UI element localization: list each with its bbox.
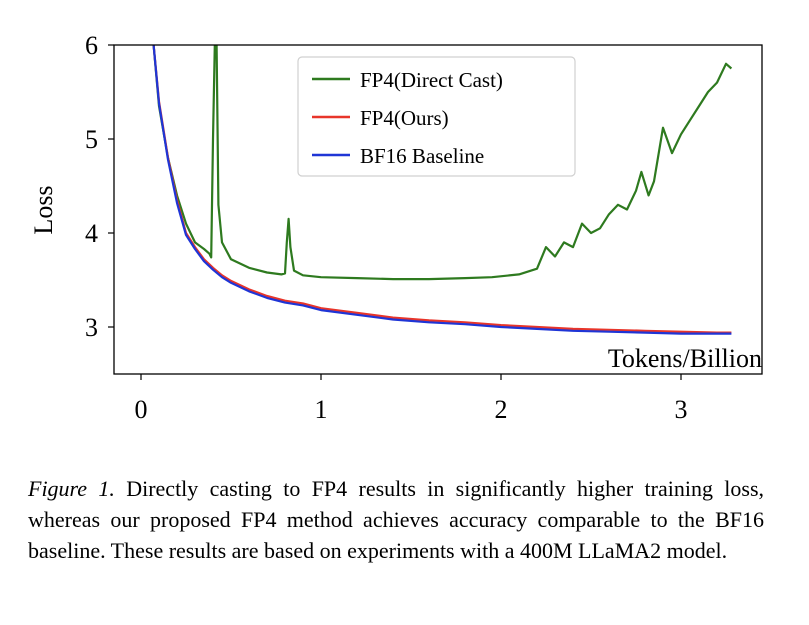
- x-tick-label: 3: [675, 395, 688, 424]
- legend: FP4(Direct Cast) FP4(Ours) BF16 Baseline: [297, 56, 576, 177]
- series-line-1: [152, 45, 733, 281]
- legend-label: BF16 Baseline: [360, 144, 484, 168]
- x-tick-label: 1: [315, 395, 328, 424]
- caption-text: Directly casting to FP4 results in signi…: [28, 476, 765, 563]
- series-line-3: [152, 45, 732, 335]
- y-tick-label: 4: [85, 219, 98, 248]
- y-tick-label: 5: [85, 125, 98, 154]
- figure-caption: Figure 1. Directly casting to FP4 result…: [28, 473, 764, 566]
- legend-label: FP4(Ours): [360, 106, 449, 130]
- y-axis-label: Loss: [29, 185, 58, 234]
- x-tick-label: 0: [135, 395, 148, 424]
- x-tick-label: 2: [495, 395, 508, 424]
- x-axis-label: Tokens/Billion: [608, 344, 762, 373]
- loss-chart: 0 1 2 3 3 4 5 6 Loss Tokens/Billion FP4(Direct …: [29, 31, 763, 424]
- plot-frame: [113, 44, 763, 375]
- y-tick-label: 3: [85, 313, 98, 342]
- y-tick-label: 6: [85, 31, 98, 60]
- legend-label: FP4(Direct Cast): [360, 68, 503, 92]
- figure-label: Figure 1.: [28, 476, 115, 501]
- legend-box: [297, 56, 576, 177]
